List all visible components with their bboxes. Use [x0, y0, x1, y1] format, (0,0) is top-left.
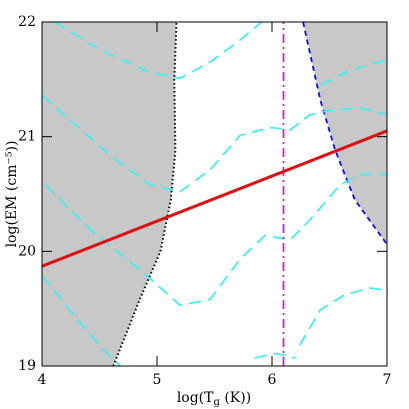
shaded-region: [42, 22, 177, 366]
x-tick-label: 5: [153, 372, 162, 388]
plot-frame: [41, 21, 388, 367]
x-label-main: log(T: [177, 390, 214, 406]
data-line: [44, 173, 387, 307]
data-line: [54, 22, 263, 80]
x-tick-label: 4: [38, 372, 47, 388]
data-line: [319, 58, 387, 86]
x-label-sub: g: [213, 397, 220, 408]
y-tick-label: 21: [18, 129, 36, 145]
x-tick-label: 7: [383, 372, 392, 388]
x-label-rest: (K)): [220, 390, 251, 406]
y-axis-label: log(EM (cm⁻⁵)): [4, 141, 20, 248]
plot-area: [42, 22, 387, 366]
data-line: [42, 129, 387, 268]
y-tick-label: 20: [18, 243, 36, 259]
data-line: [42, 274, 121, 366]
data-line: [298, 287, 387, 346]
data-line: [254, 352, 296, 359]
x-axis-label: log(Tg (K)): [177, 390, 251, 408]
x-tick-label: 6: [268, 372, 277, 388]
boundary-line: [112, 22, 178, 366]
shaded-region: [303, 22, 387, 245]
y-tick-label: 22: [18, 14, 36, 30]
y-tick-label: 19: [18, 358, 36, 374]
data-line: [42, 94, 387, 193]
